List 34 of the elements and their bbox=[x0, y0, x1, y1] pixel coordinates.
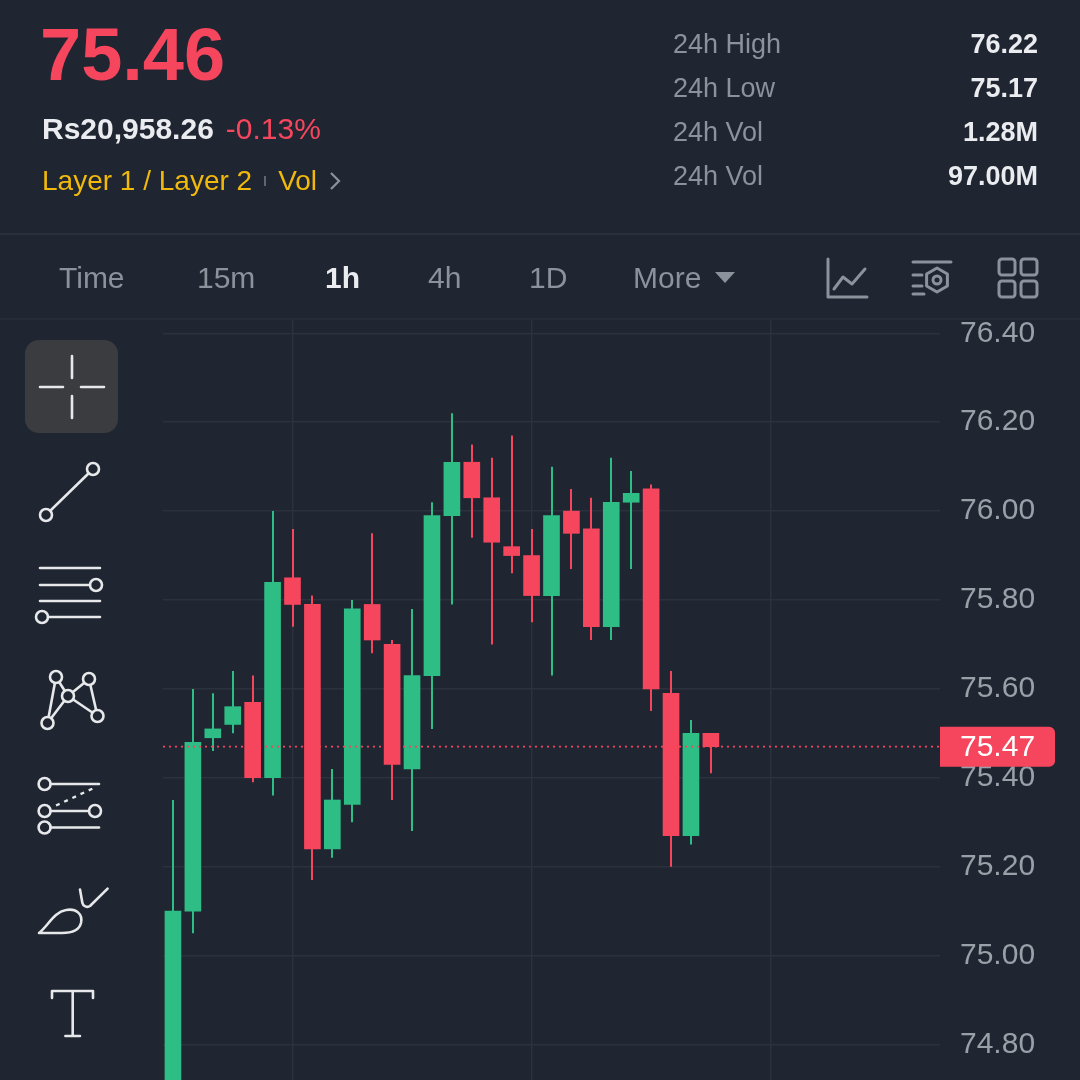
y-tick-label: 76.00 bbox=[960, 492, 1036, 526]
text: Layer 1 / Layer 2 bbox=[42, 165, 253, 197]
text: 1D bbox=[529, 261, 568, 295]
candlestick bbox=[204, 692, 222, 753]
candlestick bbox=[622, 470, 640, 570]
y-tick-label: 75.80 bbox=[960, 581, 1036, 615]
candlestick bbox=[503, 434, 520, 575]
text: -0.13% bbox=[225, 112, 321, 146]
text: 76.22 bbox=[970, 28, 1038, 60]
text: 4h bbox=[428, 261, 462, 295]
y-tick-label: 76.20 bbox=[960, 403, 1036, 437]
ref-line-label: 75.47 bbox=[960, 728, 1036, 762]
text: 97.00M bbox=[947, 160, 1038, 192]
text: 24h High bbox=[673, 28, 782, 60]
y-tick-label: 75.40 bbox=[960, 759, 1036, 793]
y-tick-label: 75.00 bbox=[960, 936, 1036, 970]
text: 75.17 bbox=[970, 72, 1038, 104]
text: Time bbox=[59, 261, 125, 295]
text: 1.28M bbox=[962, 116, 1038, 148]
text: Vol bbox=[278, 165, 318, 197]
candlestick bbox=[563, 487, 580, 570]
chart-subtitle: Rs20,958.26 bbox=[42, 112, 214, 146]
y-tick-label: 75.60 bbox=[960, 670, 1036, 704]
y-tick-label: 76.40 bbox=[960, 314, 1036, 348]
text: 24h Low bbox=[673, 72, 776, 104]
chart-title: 75.46 bbox=[40, 11, 226, 97]
text: 24h Vol bbox=[673, 116, 764, 148]
y-tick-label: 74.80 bbox=[960, 1025, 1036, 1059]
text: 15m bbox=[197, 261, 256, 295]
text: 24h Vol bbox=[673, 160, 764, 192]
text: 1h bbox=[325, 261, 361, 295]
y-tick-label: 75.20 bbox=[960, 847, 1036, 881]
text: More bbox=[633, 261, 702, 295]
candlestick bbox=[224, 670, 242, 735]
